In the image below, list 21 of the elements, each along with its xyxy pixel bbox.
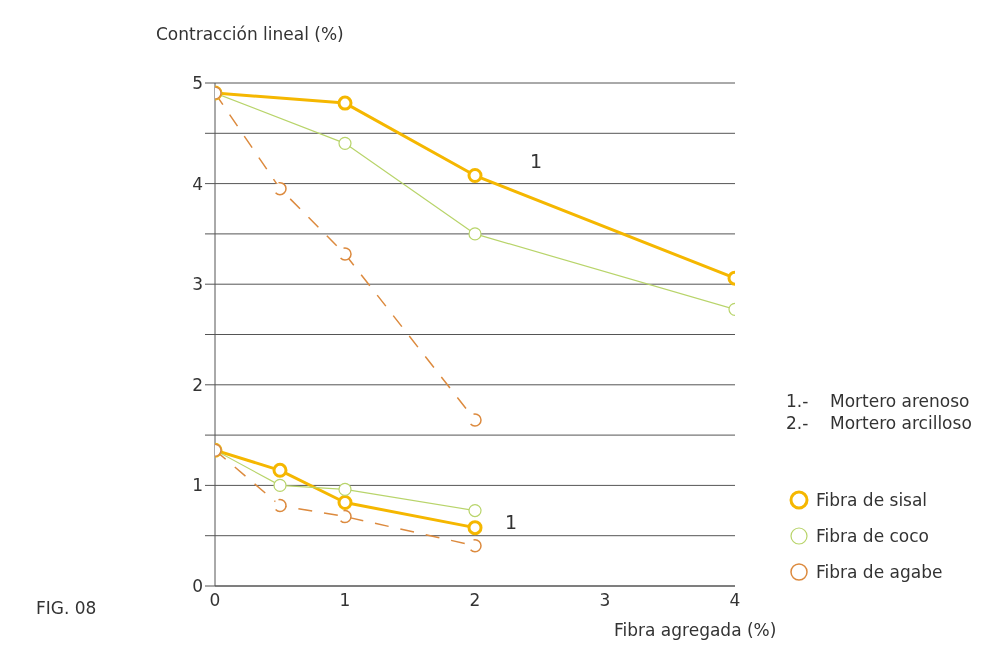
- annotation: 1: [505, 511, 518, 533]
- y-tick-label: 1: [192, 475, 203, 496]
- y-tick-label: 2: [192, 374, 203, 395]
- y-axis-title: Contracción lineal (%): [156, 24, 344, 44]
- x-tick-label: 3: [599, 590, 611, 611]
- legend-label: Fibra de sisal: [816, 490, 928, 510]
- legend-label: Fibra de agabe: [816, 562, 943, 582]
- caption: FIG. 08: [36, 598, 97, 618]
- x-tick-label: 2: [469, 590, 481, 611]
- legend-label: Fibra de coco: [816, 526, 930, 546]
- x-tick-label: 4: [729, 590, 741, 611]
- y-tick-label: 4: [192, 173, 203, 194]
- y-tick-label: 5: [192, 73, 203, 94]
- text: 1.- Mortero arenoso: [786, 390, 971, 412]
- text: 2.- Mortero arcilloso: [786, 412, 972, 434]
- y-tick-label: 0: [192, 576, 203, 597]
- x-axis-title: Fibra agregada (%): [614, 620, 777, 640]
- annotation: 1: [530, 150, 543, 172]
- x-tick-label: 0: [209, 590, 221, 611]
- y-tick-label: 3: [192, 274, 203, 295]
- x-tick-label: 1: [339, 590, 351, 611]
